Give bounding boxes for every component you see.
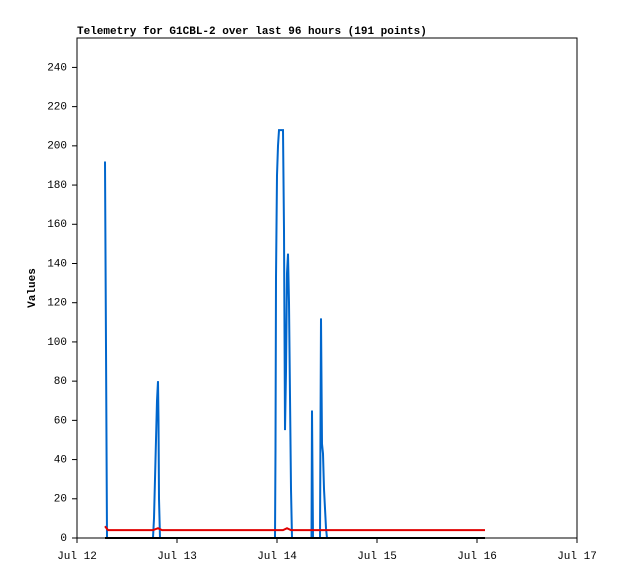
y-tick-label: 0 bbox=[60, 533, 67, 545]
y-tick-label: 200 bbox=[47, 141, 67, 153]
y-tick-label: 240 bbox=[47, 62, 67, 74]
y-tick-label: 60 bbox=[54, 415, 67, 427]
series-line bbox=[104, 525, 485, 532]
chart-title: Telemetry for G1CBL-2 over last 96 hours… bbox=[77, 26, 427, 38]
y-tick-label: 220 bbox=[47, 102, 67, 114]
x-tick-label: Jul 16 bbox=[457, 551, 497, 563]
y-tick-label: 140 bbox=[47, 258, 67, 270]
y-tick-label: 180 bbox=[47, 180, 67, 192]
x-tick-label: Jul 13 bbox=[157, 551, 197, 563]
plot-frame bbox=[76, 37, 578, 539]
y-tick-label: 100 bbox=[47, 337, 67, 349]
y-tick-label: 160 bbox=[47, 219, 67, 231]
x-tick-label: Jul 14 bbox=[257, 551, 297, 563]
y-tick-label: 40 bbox=[54, 454, 67, 466]
x-tick-label: Jul 12 bbox=[57, 551, 97, 563]
y-tick-label: 120 bbox=[47, 298, 67, 310]
y-axis-label: Values bbox=[27, 268, 39, 308]
y-tick-label: 20 bbox=[54, 494, 67, 506]
series-line bbox=[104, 129, 485, 539]
x-tick-label: Jul 17 bbox=[557, 551, 597, 563]
y-tick-label: 80 bbox=[54, 376, 67, 388]
x-tick-label: Jul 15 bbox=[357, 551, 397, 563]
